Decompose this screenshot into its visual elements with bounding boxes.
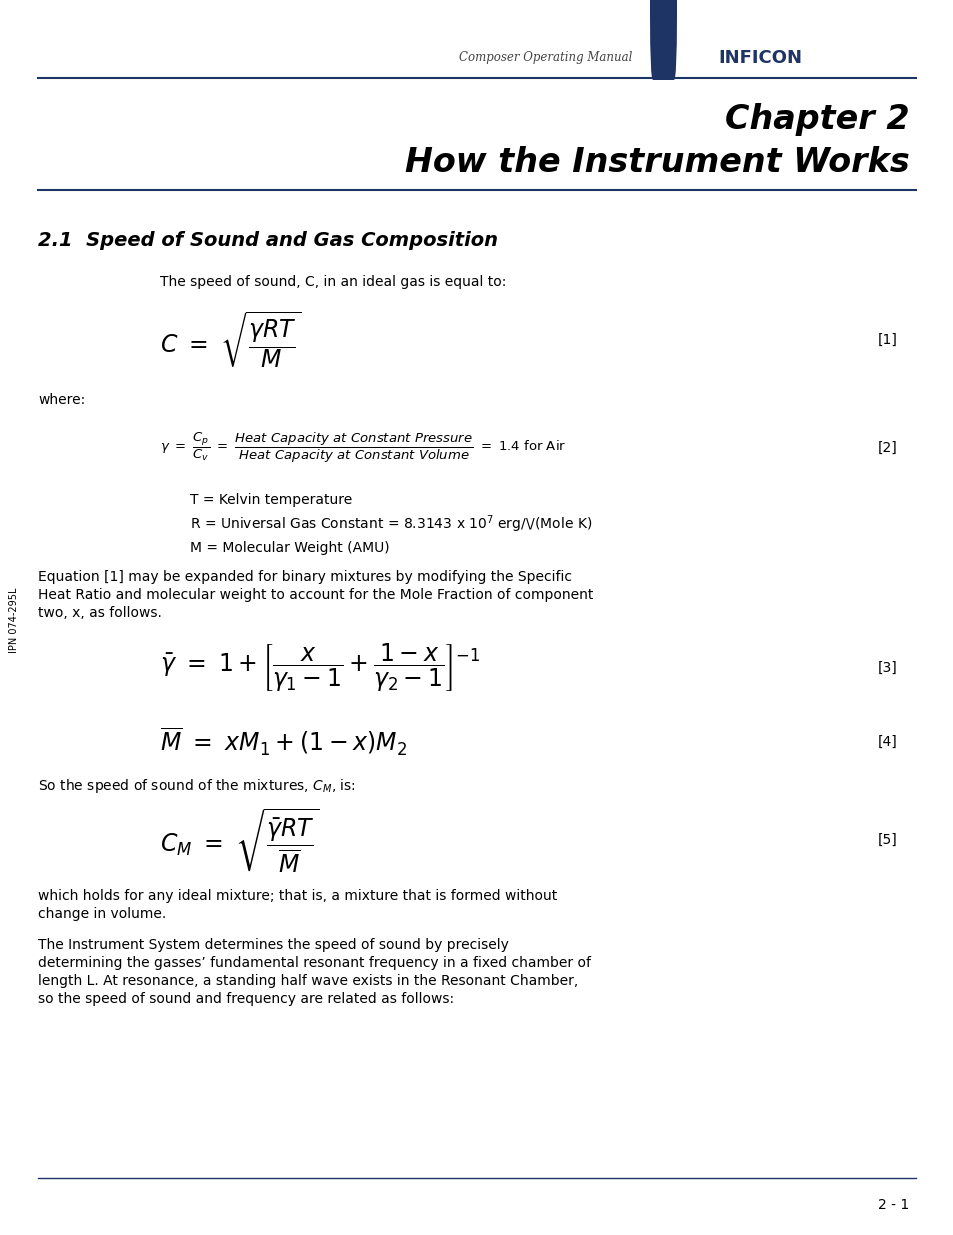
Text: $\overline{M} \ = \ xM_1 + (1-x)M_2$: $\overline{M} \ = \ xM_1 + (1-x)M_2$ <box>160 726 407 758</box>
Text: 2 - 1: 2 - 1 <box>877 1198 908 1212</box>
Text: [2]: [2] <box>877 441 897 454</box>
Text: length L. At resonance, a standing half wave exists in the Resonant Chamber,: length L. At resonance, a standing half … <box>38 974 578 988</box>
Text: T = Kelvin temperature: T = Kelvin temperature <box>190 493 352 508</box>
Text: M = Molecular Weight (AMU): M = Molecular Weight (AMU) <box>190 541 389 555</box>
Text: IPN 074-295L: IPN 074-295L <box>9 588 19 653</box>
Text: Equation [1] may be expanded for binary mixtures by modifying the Specific: Equation [1] may be expanded for binary … <box>38 571 572 584</box>
Text: INFICON: INFICON <box>718 49 801 67</box>
Text: which holds for any ideal mixture; that is, a mixture that is formed without: which holds for any ideal mixture; that … <box>38 889 557 903</box>
Text: $C_M \ = \ \sqrt{\dfrac{\bar{\gamma} RT}{\overline{M}}}$: $C_M \ = \ \sqrt{\dfrac{\bar{\gamma} RT}… <box>160 806 319 874</box>
Text: so the speed of sound and frequency are related as follows:: so the speed of sound and frequency are … <box>38 992 454 1007</box>
Text: [4]: [4] <box>877 735 897 748</box>
Text: [1]: [1] <box>877 333 897 347</box>
Text: The Instrument System determines the speed of sound by precisely: The Instrument System determines the spe… <box>38 939 508 952</box>
Text: [3]: [3] <box>877 661 897 676</box>
Text: change in volume.: change in volume. <box>38 906 166 921</box>
Text: Heat Ratio and molecular weight to account for the Mole Fraction of component: Heat Ratio and molecular weight to accou… <box>38 588 593 601</box>
Text: How the Instrument Works: How the Instrument Works <box>405 146 909 179</box>
Text: determining the gasses’ fundamental resonant frequency in a fixed chamber of: determining the gasses’ fundamental reso… <box>38 956 590 969</box>
Text: $\gamma \ = \ \dfrac{C_p}{C_v} \ = \ \dfrac{\mathit{Heat\ Capacity\ at\ Constant: $\gamma \ = \ \dfrac{C_p}{C_v} \ = \ \df… <box>160 431 566 466</box>
Text: where:: where: <box>38 393 85 408</box>
Text: $C \ = \ \sqrt{\dfrac{\gamma RT}{M}}$: $C \ = \ \sqrt{\dfrac{\gamma RT}{M}}$ <box>160 309 301 370</box>
Text: $\bar{\gamma} \ = \ 1 + \left[\dfrac{x}{\gamma_1 - 1} + \dfrac{1-x}{\gamma_2 - 1: $\bar{\gamma} \ = \ 1 + \left[\dfrac{x}{… <box>160 642 479 694</box>
Text: [5]: [5] <box>877 832 897 847</box>
Text: The speed of sound, C, in an ideal gas is equal to:: The speed of sound, C, in an ideal gas i… <box>160 275 506 289</box>
Text: 2.1  Speed of Sound and Gas Composition: 2.1 Speed of Sound and Gas Composition <box>38 231 497 249</box>
Text: So the speed of sound of the mixtures, $C_M$, is:: So the speed of sound of the mixtures, $… <box>38 777 355 795</box>
Text: Chapter 2: Chapter 2 <box>724 104 909 137</box>
Text: two, x, as follows.: two, x, as follows. <box>38 606 162 620</box>
Text: R = Universal Gas Constant = 8.3143 x 10$^7$ erg$/$\/(Mole K): R = Universal Gas Constant = 8.3143 x 10… <box>190 514 592 535</box>
FancyBboxPatch shape <box>649 0 677 80</box>
Text: Composer Operating Manual: Composer Operating Manual <box>458 52 631 64</box>
